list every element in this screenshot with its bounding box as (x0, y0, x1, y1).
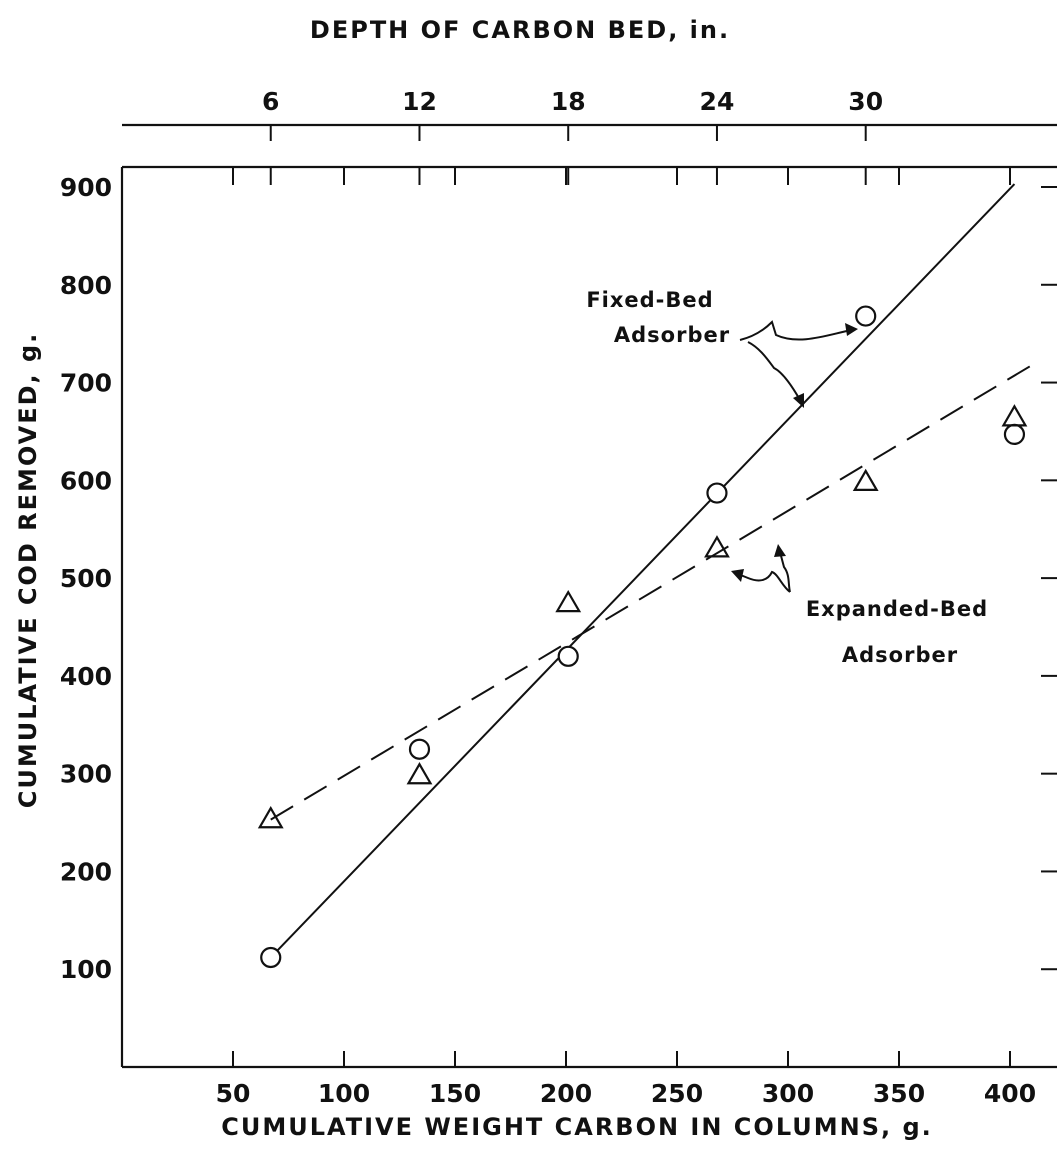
x-tick-label: 300 (762, 1079, 814, 1108)
y-tick-label: 100 (60, 955, 112, 984)
x-tick-label: 350 (873, 1079, 925, 1108)
fixed-bed-line (270, 183, 1016, 959)
fixed-bed-leader (739, 320, 858, 408)
annotation-fixed-bed-line1: Fixed-Bed (586, 288, 713, 312)
expanded-bed-point (704, 535, 730, 558)
fixed-bed-point (706, 482, 728, 504)
expanded-bed-leader (731, 544, 791, 593)
fixed-bed-point (1003, 423, 1026, 445)
expanded-bed-point (555, 589, 582, 613)
y-axis-title: CUMULATIVE COD REMOVED, g. (14, 332, 42, 809)
y-tick-label: 400 (60, 662, 112, 691)
expanded-bed-point (257, 806, 284, 829)
x-tick-label: 250 (651, 1079, 703, 1108)
top-axis-title: DEPTH OF CARBON BED, in. (310, 16, 730, 44)
y-tick-label: 500 (60, 564, 112, 593)
expanded-bed-point (1001, 404, 1028, 427)
annotation-expanded-bed-line2: Adsorber (842, 643, 958, 667)
expanded-bed-point (852, 468, 879, 491)
y-tick-label: 700 (60, 369, 112, 398)
y-tick-label: 600 (60, 466, 112, 495)
fixed-bed-point (855, 305, 877, 327)
y-tick-label: 200 (60, 857, 112, 886)
x-axis-title: CUMULATIVE WEIGHT CARBON IN COLUMNS, g. (221, 1113, 933, 1141)
top-tick-label: 24 (700, 87, 735, 116)
y-tick-label: 300 (60, 760, 112, 789)
x-tick-label: 150 (429, 1079, 481, 1108)
y-tick-label: 900 (60, 173, 112, 202)
x-tick-label: 200 (540, 1079, 592, 1108)
fixed-bed-point (260, 946, 282, 969)
y-tick-label: 800 (60, 271, 112, 300)
expanded-bed-point (406, 762, 433, 785)
annotation-expanded-bed-line1: Expanded-Bed (806, 597, 988, 621)
expanded-bed-line (270, 364, 1033, 821)
top-tick-label: 12 (402, 87, 437, 116)
x-tick-label: 100 (318, 1079, 370, 1108)
x-tick-label: 50 (216, 1079, 251, 1108)
fixed-bed-point (408, 738, 431, 760)
x-tick-label: 400 (984, 1079, 1036, 1108)
top-tick-label: 30 (848, 87, 883, 116)
fixed-bed-point (557, 645, 579, 667)
top-tick-label: 18 (551, 87, 586, 116)
annotation-fixed-bed-line2: Adsorber (614, 323, 730, 347)
top-tick-label: 6 (262, 87, 279, 116)
